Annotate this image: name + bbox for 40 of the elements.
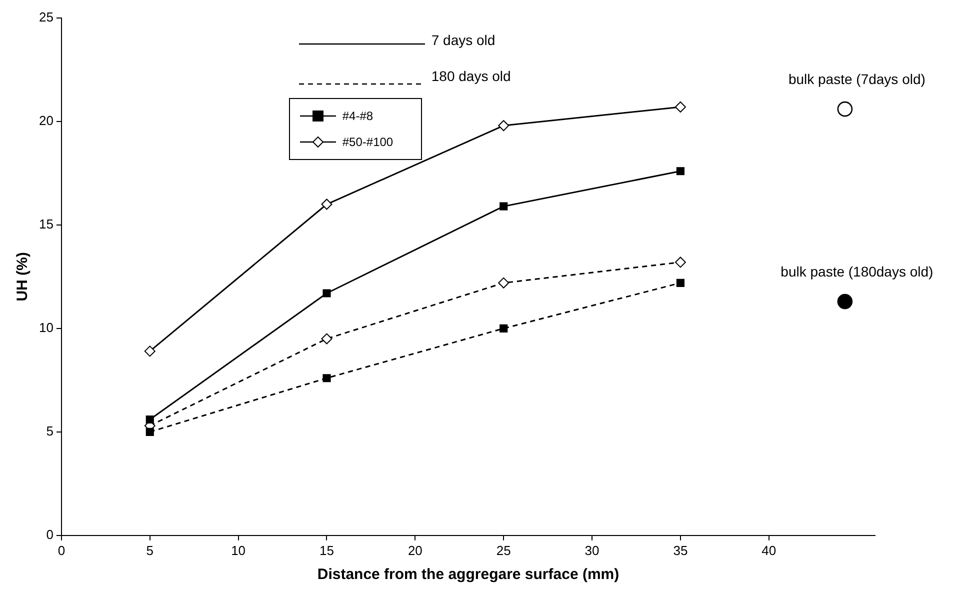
point	[676, 278, 684, 287]
point	[674, 101, 686, 112]
point	[500, 324, 508, 332]
y-tick-label: 0	[46, 526, 54, 542]
point	[321, 333, 332, 344]
x-axis-title: Distance from the aggregare surface (mm)	[317, 566, 620, 584]
point	[322, 374, 331, 382]
x-tick-label: 20	[408, 542, 422, 558]
point	[674, 256, 686, 268]
point	[321, 198, 332, 210]
series-label: bulk paste (7days old)	[788, 70, 926, 87]
point	[837, 101, 853, 117]
annotation: 7 days old	[431, 32, 496, 48]
y-tick-label: 10	[38, 320, 54, 336]
x-tick-label: 30	[584, 542, 600, 558]
y-tick-label: 15	[38, 216, 54, 232]
y-tick-label: 25	[38, 10, 54, 25]
x-tick-label: 25	[496, 542, 511, 558]
point	[322, 289, 331, 298]
x-tick-label: 0	[58, 542, 66, 558]
legend-label: #4-#8	[342, 109, 374, 123]
point	[837, 294, 853, 310]
point	[144, 346, 156, 357]
x-tick-label: 15	[320, 542, 334, 558]
y-tick-label: 20	[38, 113, 54, 128]
point	[500, 202, 508, 210]
legend-label: #50-#100	[342, 135, 394, 149]
x-tick-label: 5	[146, 542, 154, 558]
y-tick-label: 5	[46, 424, 54, 438]
y-axis-title: UH (%)	[14, 252, 32, 302]
series-label: bulk paste (180days old)	[780, 263, 934, 280]
point	[146, 415, 154, 424]
point	[498, 277, 510, 288]
x-tick-label: 40	[762, 542, 776, 558]
point	[498, 120, 510, 132]
annotation: 180 days old	[431, 68, 511, 84]
point	[146, 428, 154, 436]
x-tick-label: 35	[673, 542, 688, 558]
point	[676, 167, 684, 176]
x-tick-label: 10	[231, 542, 246, 558]
